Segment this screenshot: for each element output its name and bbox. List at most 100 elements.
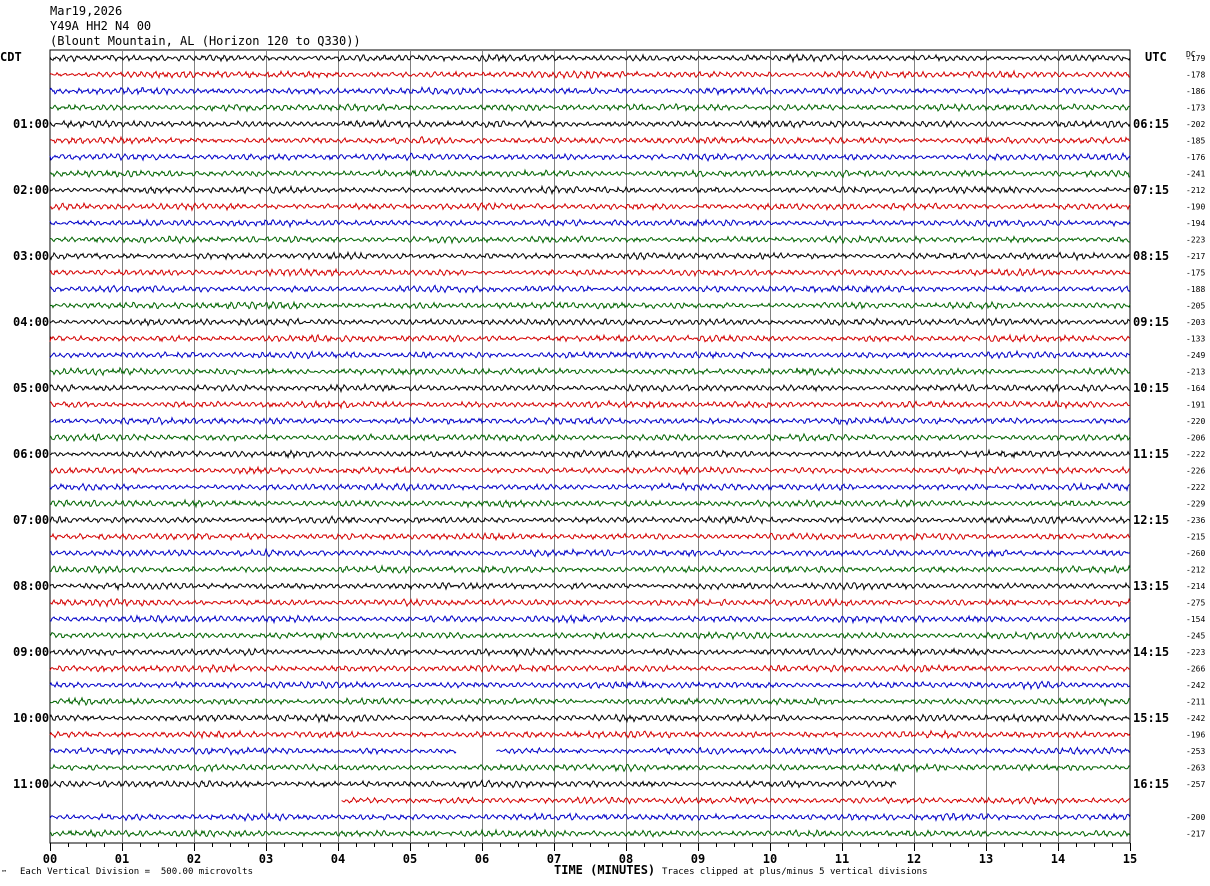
- dc-offset-label: -211: [1186, 698, 1205, 707]
- seismic-trace: [49, 349, 1131, 360]
- dc-offset-label: -242: [1186, 714, 1205, 723]
- right-hour-label: 06:15: [1133, 117, 1169, 131]
- seismic-trace: [49, 663, 1131, 674]
- dc-offset-label: -223: [1186, 648, 1205, 657]
- corner-mark: ™: [2, 869, 7, 877]
- right-hour-label: 11:15: [1133, 447, 1169, 461]
- dc-offset-label: -257: [1186, 780, 1205, 789]
- dc-offset-label: -205: [1186, 302, 1205, 311]
- dc-offset-label: -214: [1186, 582, 1205, 591]
- dc-offset-label: -176: [1186, 153, 1205, 162]
- dc-offset-label: -188: [1186, 285, 1205, 294]
- seismic-trace: [49, 168, 1131, 179]
- left-hour-label: 06:00: [13, 447, 49, 461]
- seismic-trace: [49, 317, 1131, 327]
- dc-header-label: DC: [1186, 50, 1196, 59]
- left-hour-label: 09:00: [13, 645, 49, 659]
- left-hour-label: 08:00: [13, 579, 49, 593]
- x-tick-label: 02: [187, 852, 201, 866]
- seismic-trace: [49, 712, 1130, 724]
- dc-offset-label: -203: [1186, 318, 1205, 327]
- dc-offset-label: -200: [1186, 813, 1205, 822]
- seismic-trace: [50, 416, 1131, 426]
- dc-offset-label: -196: [1186, 731, 1205, 740]
- x-tick-label: 03: [259, 852, 273, 866]
- left-hour-label: 05:00: [13, 381, 49, 395]
- x-tick-label: 13: [979, 852, 993, 866]
- seismic-trace: [49, 547, 1131, 558]
- seismic-trace: [49, 581, 1131, 592]
- left-timezone-label: CDT: [0, 50, 22, 64]
- right-hour-label: 08:15: [1133, 249, 1169, 263]
- dc-offset-label: -245: [1186, 632, 1205, 641]
- seismic-trace: [49, 597, 1131, 608]
- dc-offset-label: -190: [1186, 203, 1205, 212]
- seismic-trace: [49, 811, 1131, 823]
- left-hour-label: 10:00: [13, 711, 49, 725]
- dc-offset-label: -213: [1186, 368, 1205, 377]
- x-axis: 00 01 02 03 04 05 06 07 08 09 10 11 12 13 14 15: [43, 843, 1137, 866]
- seismic-trace: [49, 53, 1131, 64]
- seismic-trace: [49, 696, 1131, 708]
- dc-offset-label: -217: [1186, 830, 1205, 839]
- x-tick-label: 09: [691, 852, 705, 866]
- left-hour-label: 03:00: [13, 249, 49, 263]
- dc-offset-label: -178: [1186, 71, 1205, 80]
- right-timezone-label: UTC: [1145, 50, 1167, 64]
- left-hour-label: 11:00: [13, 777, 49, 791]
- right-hour-label: 15:15: [1133, 711, 1169, 725]
- right-hour-label: 12:15: [1133, 513, 1169, 527]
- header-date: Mar19,2026: [50, 4, 123, 18]
- left-hour-label: 01:00: [13, 117, 49, 131]
- right-hour-label: 16:15: [1133, 777, 1169, 791]
- seismic-trace: [49, 514, 1131, 525]
- dc-offset-label: -236: [1186, 516, 1205, 525]
- seismic-trace: [49, 729, 1131, 740]
- seismic-trace: [496, 746, 1130, 756]
- dc-offset-label: -220: [1186, 417, 1205, 426]
- x-tick-label: 10: [763, 852, 777, 866]
- seismic-trace: [49, 333, 1131, 343]
- seismic-trace: [49, 184, 1131, 196]
- dc-offset-label: -212: [1186, 186, 1205, 195]
- x-tick-label: 14: [1051, 852, 1065, 866]
- seismic-trace: [49, 465, 1131, 476]
- dc-offset-label: -226: [1186, 467, 1205, 476]
- dc-offset-label: -260: [1186, 549, 1205, 558]
- x-tick-label: 00: [43, 852, 57, 866]
- right-hour-label: 10:15: [1133, 381, 1169, 395]
- x-tick-label: 08: [619, 852, 633, 866]
- seismic-trace: [49, 630, 1131, 641]
- dc-offset-label: -215: [1186, 533, 1205, 542]
- seismic-trace: [50, 613, 1131, 625]
- x-tick-label: 06: [475, 852, 489, 866]
- dc-offset-label: -222: [1186, 450, 1205, 459]
- right-hour-label: 13:15: [1133, 579, 1169, 593]
- plot-grid: [49, 49, 1131, 844]
- dc-offset-label: -185: [1186, 137, 1205, 146]
- seismic-trace: [49, 564, 1131, 575]
- seismic-trace: [49, 85, 1131, 97]
- seismic-trace: [49, 646, 1131, 658]
- dc-offset-label: -133: [1186, 335, 1205, 344]
- seismic-trace: [49, 250, 1131, 262]
- right-hour-label: 14:15: [1133, 645, 1169, 659]
- x-tick-label: 04: [331, 852, 345, 866]
- dc-offset-label: -249: [1186, 351, 1205, 360]
- seismic-trace: [49, 218, 1131, 229]
- right-hour-label: 09:15: [1133, 315, 1169, 329]
- seismic-trace: [49, 481, 1131, 492]
- seismic-trace: [49, 284, 1131, 294]
- seismic-trace: [49, 201, 1131, 212]
- dc-offset-label: -222: [1186, 483, 1205, 492]
- trace-group: [49, 53, 1131, 839]
- seismic-trace: [49, 234, 1131, 245]
- plot-frame: [49, 49, 1131, 844]
- seismic-trace: [49, 762, 1131, 774]
- seismic-trace: [49, 151, 1131, 162]
- x-tick-label: 07: [547, 852, 561, 866]
- seismic-trace: [49, 399, 1131, 410]
- left-hour-label: 02:00: [13, 183, 49, 197]
- dc-offset-label: -212: [1186, 566, 1205, 575]
